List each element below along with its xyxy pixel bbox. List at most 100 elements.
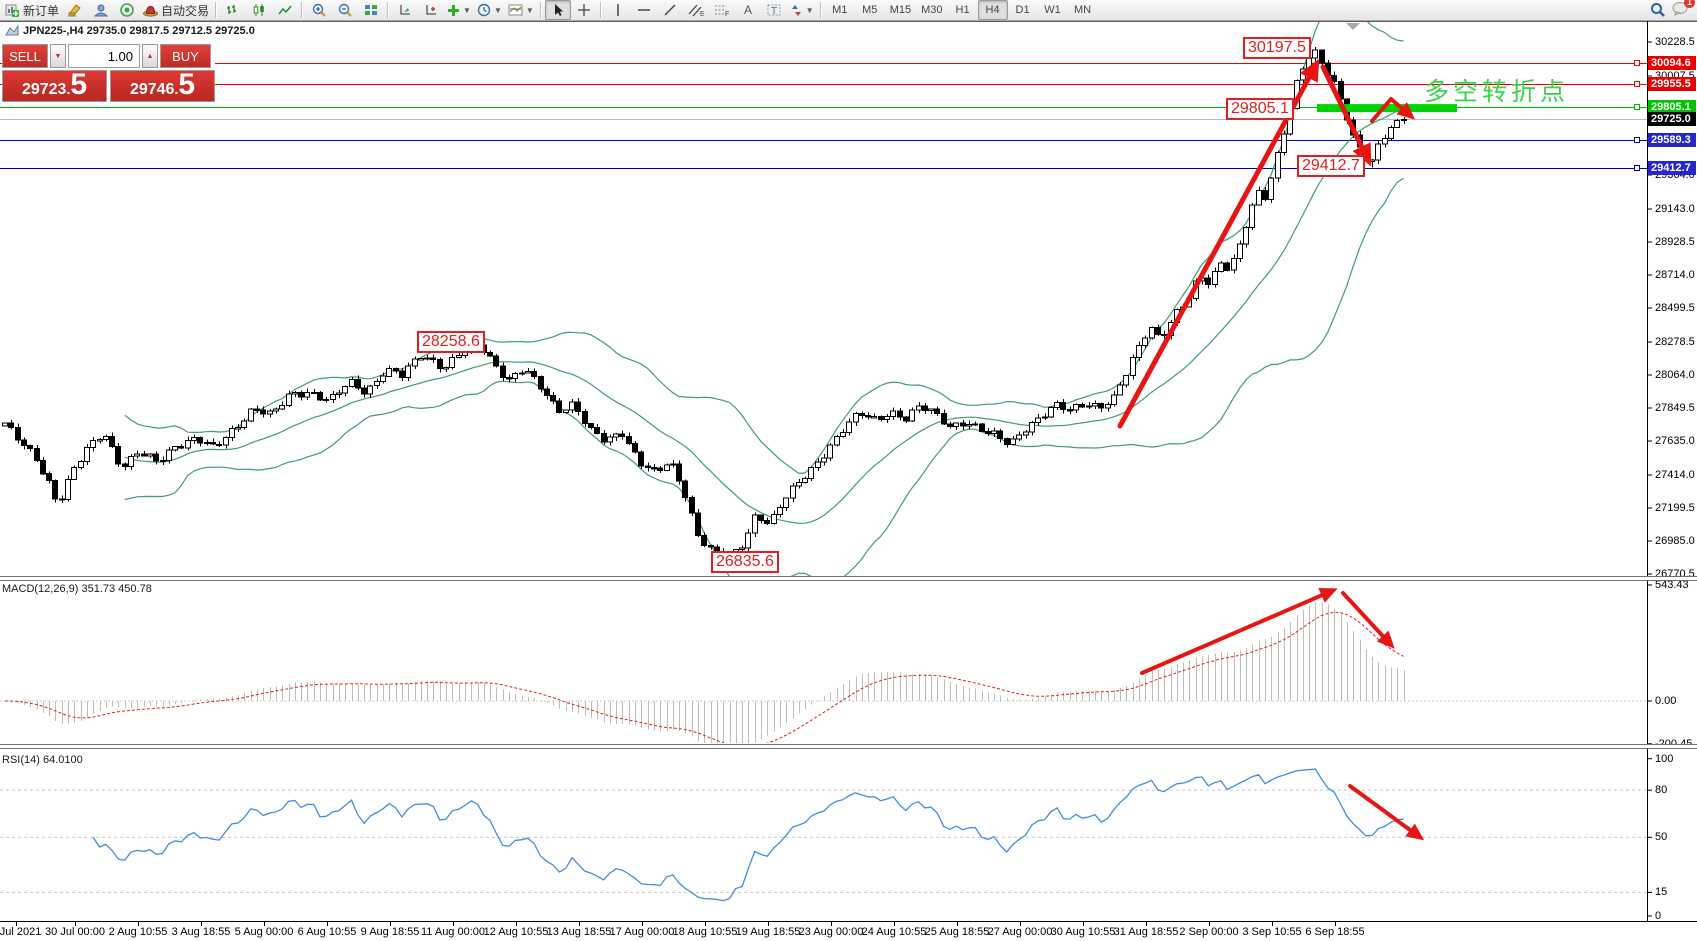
line-anchor[interactable] <box>1634 81 1640 87</box>
crosshair-button[interactable] <box>571 0 597 20</box>
time-axis-label[interactable]: 30 Jul 00:00 <box>45 926 105 938</box>
buy-price-dot: . <box>174 81 179 97</box>
search-icon[interactable] <box>1650 2 1666 18</box>
chart-shift-button[interactable] <box>418 0 444 20</box>
price-axis-tick: 27635.0 <box>1655 435 1695 447</box>
toolbar-right: 1 <box>1650 0 1697 19</box>
buy-price[interactable]: 29746. 5 <box>110 70 215 102</box>
price-axis-tick: 28714.0 <box>1655 269 1695 281</box>
sell-button[interactable]: SELL <box>2 44 48 68</box>
horizontal-line-button[interactable] <box>631 0 657 20</box>
equidistant-channel-button[interactable]: E <box>683 0 709 20</box>
time-axis-label[interactable]: 13 Aug 18:55 <box>546 926 612 938</box>
time-axis-label[interactable]: 5 Aug 00:00 <box>234 926 294 938</box>
macd-axis-tick: 0.00 <box>1655 695 1677 707</box>
new-order-label: 新订单 <box>23 3 60 18</box>
turning-point-annotation[interactable]: 多空转折点 <box>1424 78 1570 106</box>
sell-price[interactable]: 29723. 5 <box>2 70 107 102</box>
time-axis-label[interactable]: 23 Aug 00:00 <box>798 926 864 938</box>
time-axis-label[interactable]: 11 Aug 00:00 <box>420 926 486 938</box>
fibonacci-button[interactable]: F <box>709 0 735 20</box>
chart-shift-triangle[interactable] <box>1346 23 1360 30</box>
tile-windows-icon <box>365 5 378 15</box>
timeframe-button-w1[interactable]: W1 <box>1044 4 1061 16</box>
signal-button[interactable] <box>114 0 140 20</box>
add-indicator-button[interactable]: ▼ <box>444 0 474 20</box>
add-indicator-icon <box>448 4 460 16</box>
autotrading-button[interactable]: 自动交易 <box>140 0 212 20</box>
text-icon: A <box>744 3 752 17</box>
timeframe-button-m15[interactable]: M15 <box>889 4 912 16</box>
volume-decrease-button[interactable]: ▼ <box>50 44 66 68</box>
time-axis-label[interactable]: 24 Aug 10:55 <box>861 926 927 938</box>
time-axis-label[interactable]: 2 Aug 10:55 <box>108 926 168 938</box>
price-axis-tick: 27849.5 <box>1655 402 1695 414</box>
profile-button[interactable] <box>88 0 114 20</box>
dropdown-arrow-icon: ▼ <box>525 5 534 15</box>
arrows-button[interactable]: ▼ <box>787 0 817 20</box>
timeframe-button-mn[interactable]: MN <box>1073 4 1092 16</box>
price-level-badge: 29589.3 <box>1648 133 1696 147</box>
time-axis-label[interactable]: 12 Aug 10:55 <box>483 926 549 938</box>
time-axis-label[interactable]: 31 Aug 18:55 <box>1113 926 1179 938</box>
time-axis-label[interactable]: 2 Sep 00:00 <box>1179 926 1239 938</box>
timeframe-button-m5[interactable]: M5 <box>862 4 878 16</box>
timeframe-button-m1[interactable]: M1 <box>832 4 848 16</box>
chart-mini-icon[interactable] <box>5 25 19 37</box>
buy-button[interactable]: BUY <box>160 44 211 68</box>
text-button[interactable]: A <box>735 0 761 20</box>
price-callout-label[interactable]: 28258.6 <box>417 331 485 353</box>
auto-arrange-button[interactable] <box>392 0 418 20</box>
vertical-line-button[interactable] <box>605 0 631 20</box>
time-axis-label[interactable]: 6 Aug 10:55 <box>297 926 357 938</box>
time-axis-label[interactable]: 6 Sep 18:55 <box>1305 926 1365 938</box>
zoom-in-button[interactable] <box>306 0 332 20</box>
price-callout-label[interactable]: 30197.5 <box>1243 37 1311 59</box>
time-axis-label[interactable]: 25 Aug 18:55 <box>924 926 990 938</box>
line-anchor[interactable] <box>1634 137 1640 143</box>
line-anchor[interactable] <box>1634 165 1640 171</box>
time-axis-label[interactable]: 3 Sep 10:55 <box>1242 926 1302 938</box>
text-label-button[interactable]: T <box>761 0 787 20</box>
periods-button[interactable]: ▼ <box>474 0 505 20</box>
time-axis-label[interactable]: 19 Aug 18:55 <box>735 926 801 938</box>
time-axis-label[interactable]: 0 Jul 2021 <box>0 926 42 938</box>
template-button[interactable]: ▼ <box>505 0 537 20</box>
trendline-button[interactable] <box>657 0 683 20</box>
cursor-button[interactable] <box>544 0 571 20</box>
symbol-ohlc-line: JPN225-,H4 29735.0 29817.5 29712.5 29725… <box>5 25 255 37</box>
price-callout-label[interactable]: 29412.7 <box>1297 155 1365 177</box>
macd-label: MACD(12,26,9) 351.73 450.78 <box>2 583 152 595</box>
styler-button[interactable] <box>62 0 88 20</box>
tile-windows-button[interactable] <box>358 0 384 20</box>
price-callout-label[interactable]: 29805.1 <box>1226 98 1294 120</box>
macd-pane-separator[interactable] <box>0 576 1697 581</box>
timeframe-button-m30[interactable]: M30 <box>921 4 943 16</box>
time-axis-label[interactable]: 27 Aug 00:00 <box>987 926 1053 938</box>
timeframe-button-d1[interactable]: D1 <box>1015 4 1030 16</box>
notifications-button[interactable]: 1 <box>1672 0 1695 19</box>
time-axis-label[interactable]: 30 Aug 10:55 <box>1050 926 1116 938</box>
price-callout-label[interactable]: 26835.6 <box>711 551 779 573</box>
time-axis-tick <box>831 922 832 926</box>
candlestick-chart-button[interactable] <box>246 0 272 20</box>
line-chart-button[interactable] <box>272 0 298 20</box>
bar-chart-icon <box>227 5 237 14</box>
line-anchor[interactable] <box>1634 60 1640 66</box>
new-order-button[interactable]: 新订单 <box>2 0 62 20</box>
zoom-out-button[interactable] <box>332 0 358 20</box>
timeframe-button-h1[interactable]: H1 <box>955 4 970 16</box>
timeframe-button-h4[interactable]: H4 <box>977 0 1008 20</box>
rsi-pane-separator[interactable] <box>0 744 1697 749</box>
time-axis-label[interactable]: 9 Aug 18:55 <box>360 926 420 938</box>
volume-input[interactable]: 1.00 <box>68 44 140 68</box>
time-axis-tick <box>390 922 391 926</box>
bar-chart-button[interactable] <box>220 0 246 20</box>
toolbar-separator <box>539 2 542 18</box>
time-axis-label[interactable]: 18 Aug 10:55 <box>672 926 738 938</box>
time-axis-label[interactable]: 17 Aug 00:00 <box>609 926 675 938</box>
line-anchor[interactable] <box>1634 104 1640 110</box>
volume-increase-button[interactable]: ▲ <box>142 44 158 68</box>
time-axis-label[interactable]: 3 Aug 18:55 <box>171 926 231 938</box>
